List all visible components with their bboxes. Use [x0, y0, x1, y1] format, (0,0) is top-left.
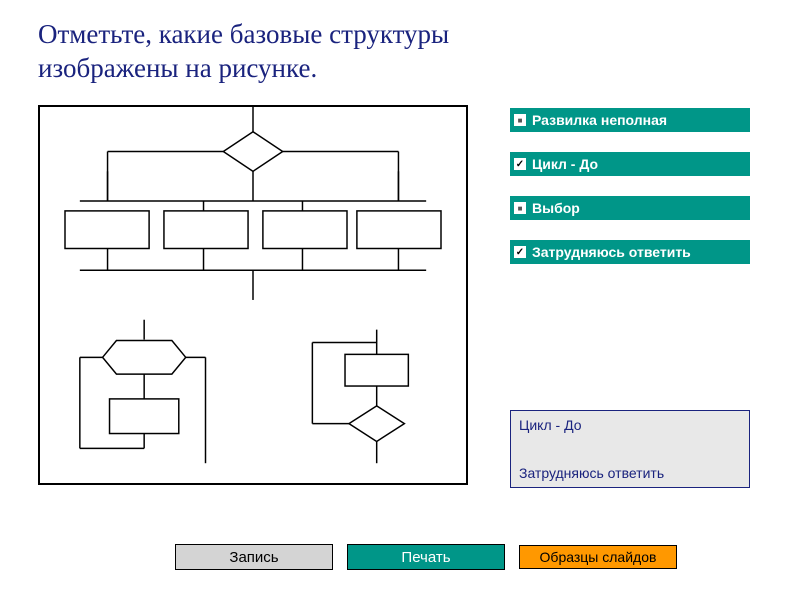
- option-item[interactable]: ✓ Цикл - До: [510, 152, 750, 176]
- answer-box: Цикл - До Затрудняюсь ответить: [510, 410, 750, 488]
- title-line-2: изображены на рисунке.: [38, 53, 317, 83]
- option-label: Затрудняюсь ответить: [532, 244, 691, 260]
- page-title: Отметьте, какие базовые структуры изобра…: [38, 18, 449, 86]
- option-label: Выбор: [532, 200, 580, 216]
- option-item[interactable]: ■ Выбор: [510, 196, 750, 220]
- checkbox-checked-icon: ✓: [514, 158, 526, 170]
- samples-button[interactable]: Образцы слайдов: [519, 545, 677, 569]
- flowchart-diagram: [40, 107, 466, 483]
- title-line-1: Отметьте, какие базовые структуры: [38, 19, 449, 49]
- samples-button-label: Образцы слайдов: [540, 549, 657, 565]
- option-item[interactable]: ■ Развилка неполная: [510, 108, 750, 132]
- bottom-buttons: Запись Печать Образцы слайдов: [175, 544, 677, 570]
- print-button-label: Печать: [401, 549, 450, 566]
- answer-line-1: Цикл - До: [519, 417, 741, 433]
- option-label: Развилка неполная: [532, 112, 667, 128]
- checkbox-checked-icon: ✓: [514, 246, 526, 258]
- record-button-label: Запись: [229, 549, 278, 566]
- answer-line-2: Затрудняюсь ответить: [519, 465, 741, 481]
- checkbox-icon: ■: [514, 114, 526, 126]
- print-button[interactable]: Печать: [347, 544, 505, 570]
- checkbox-icon: ■: [514, 202, 526, 214]
- options-list: ■ Развилка неполная ✓ Цикл - До ■ Выбор ✓ Затру…: [510, 108, 750, 284]
- diagram-panel: [38, 105, 468, 485]
- record-button[interactable]: Запись: [175, 544, 333, 570]
- option-label: Цикл - До: [532, 156, 598, 172]
- option-item[interactable]: ✓ Затрудняюсь ответить: [510, 240, 750, 264]
